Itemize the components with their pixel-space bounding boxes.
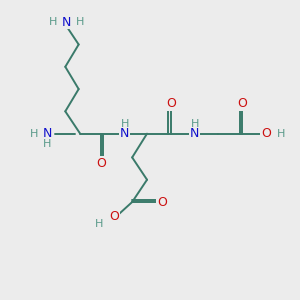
Text: O: O bbox=[237, 98, 247, 110]
Text: H: H bbox=[76, 17, 84, 27]
Text: H: H bbox=[95, 219, 104, 229]
Text: N: N bbox=[62, 16, 71, 29]
Text: N: N bbox=[120, 127, 129, 140]
Text: H: H bbox=[277, 129, 285, 139]
Text: H: H bbox=[43, 139, 52, 149]
Text: O: O bbox=[157, 196, 167, 208]
Text: O: O bbox=[96, 157, 106, 170]
Text: H: H bbox=[121, 119, 129, 129]
Text: H: H bbox=[49, 17, 58, 27]
Text: O: O bbox=[166, 98, 176, 110]
Text: O: O bbox=[110, 210, 119, 224]
Text: O: O bbox=[261, 127, 271, 140]
Text: H: H bbox=[30, 129, 38, 139]
Text: H: H bbox=[190, 119, 199, 129]
Text: N: N bbox=[190, 127, 199, 140]
Text: N: N bbox=[43, 127, 52, 140]
